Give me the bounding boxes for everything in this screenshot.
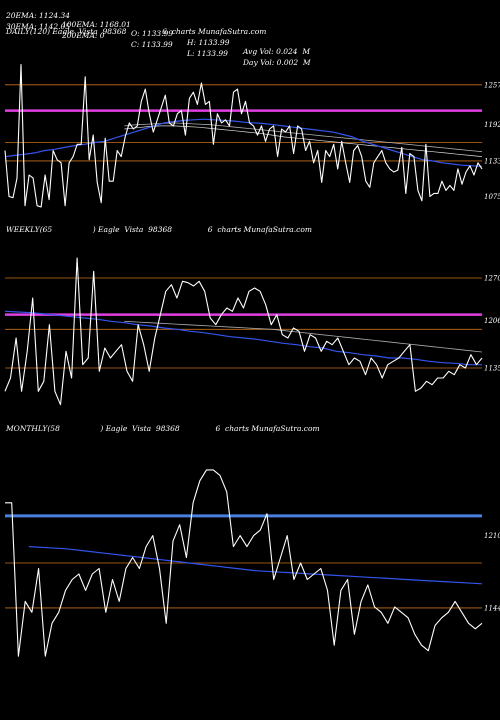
daily-price-label: 1075 — [484, 193, 500, 201]
monthly-price-label: 1144 — [484, 604, 500, 612]
weekly-ema-gray-line — [124, 320, 483, 353]
avg-vol-label: Avg Vol: 0.024 M — [243, 47, 311, 56]
weekly-price-line — [4, 257, 483, 406]
daily-price-label: 1133 — [484, 157, 500, 165]
ema100-label: 100EMA: 1168.01 — [62, 20, 131, 29]
low-label: L: 1133.99 — [187, 49, 228, 58]
daily-price-label: 1257 — [484, 81, 500, 89]
ema20-label: 20EMA: 1124.34 — [6, 11, 71, 20]
monthly-panel-title: MONTHLY(58 ) Eagle Vista 98368 6 charts … — [6, 424, 320, 433]
monthly-ema-line — [28, 546, 483, 585]
header-row-2: 30EMA: 1142.05 200EMA: 0 C: 1133.99 L: 1… — [6, 13, 311, 67]
weekly-ema-line — [4, 310, 482, 366]
close-label: C: 1133.99 — [131, 40, 173, 49]
weekly-price-label: 1270 — [484, 275, 500, 283]
daily-ema-light-line — [124, 125, 483, 157]
header-row-1: 20EMA: 1124.34 100EMA: 1168.01 O: 1133.9… — [6, 2, 310, 56]
day-vol-label: Day Vol: 0.002 M — [243, 58, 311, 67]
ema200-label: 200EMA: 0 — [62, 31, 105, 40]
monthly-price-line — [5, 469, 483, 657]
open-label: O: 1133.99 — [131, 29, 174, 38]
weekly-price-label: 1206 — [484, 317, 500, 325]
daily-price-label: 1192 — [484, 121, 500, 129]
monthly-price-label: 1210 — [484, 532, 500, 540]
daily-price-line — [4, 64, 483, 208]
ema30-label: 30EMA: 1142.05 — [6, 22, 71, 31]
weekly-panel-title: WEEKLY(65 ) Eagle Vista 98368 6 charts M… — [6, 225, 312, 234]
high-label: H: 1133.99 — [187, 38, 230, 47]
weekly-price-label: 1135 — [484, 365, 500, 373]
daily-panel-title: DAILY(120) Eagle Vista 98368 6 charts Mu… — [6, 27, 267, 36]
